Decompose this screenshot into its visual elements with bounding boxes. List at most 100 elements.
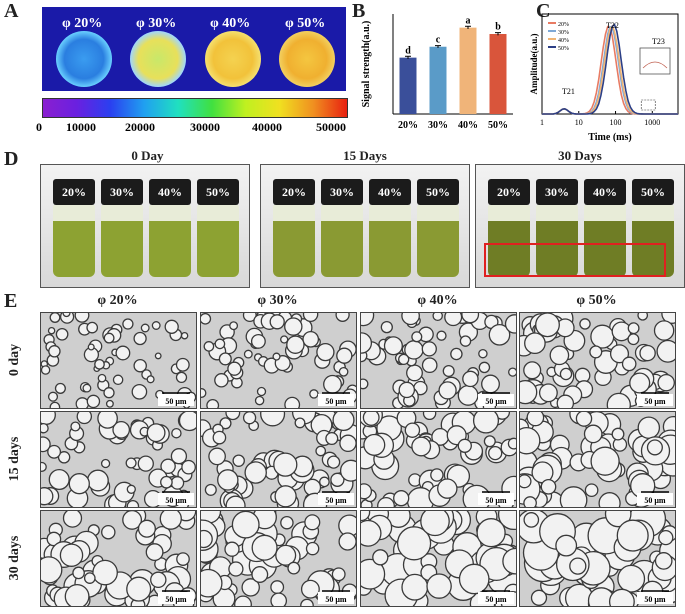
droplet [458,563,490,595]
droplet [438,381,457,400]
droplet [323,374,342,394]
droplet [175,371,188,384]
vial-cap: 40% [369,179,411,205]
droplet [41,487,54,506]
y-axis-label: Signal strength(a.u.) [361,21,372,108]
emulsion-liquid [584,221,626,277]
droplet [332,412,355,432]
droplet [437,478,458,499]
droplet [243,349,253,359]
droplet [398,353,410,366]
x-tick-label: 20% [398,120,418,131]
droplet [380,320,393,334]
droplet [361,511,371,522]
scale-bar-box [478,394,514,406]
droplet [228,561,244,577]
vial-cap: 40% [584,179,626,205]
droplet [481,374,500,394]
micrograph: 50 μm [200,510,357,607]
column-header: φ 50% [576,293,617,308]
droplet [432,313,443,322]
emulsion-liquid [149,221,191,277]
droplet [284,317,303,336]
droplet [47,391,59,402]
micrograph: 50 μm [40,510,197,607]
droplet [94,358,105,370]
droplet [176,552,190,566]
droplet [478,348,488,359]
droplet [315,445,327,457]
droplet [583,424,603,444]
vial-photo-1: 20% 30% 40% 50% [260,164,470,288]
scale-bar-label: 50 μm [165,397,187,406]
droplet [336,347,353,364]
bar-20% [399,57,417,114]
droplet [488,323,511,346]
row-header: 30 days [7,535,22,580]
droplet [377,496,395,507]
micrograph: 50 μm [519,411,676,508]
scale-bar-label: 50 μm [485,496,507,505]
droplet [92,559,118,586]
droplet [430,468,444,482]
droplet [639,344,656,362]
droplet [590,324,615,349]
colorbar-tick: 40000 [252,120,282,134]
droplet [49,313,61,323]
bar-40% [459,27,477,114]
micrograph: 50 μm [40,312,197,409]
droplet [309,389,319,399]
vial-body [369,205,411,277]
y-axis-label: Amplitude(a.u.) [530,33,539,94]
micrograph: 50 μm [360,312,517,409]
droplet [103,332,115,344]
droplet [538,383,558,403]
droplet [137,455,154,472]
droplet [653,320,675,341]
droplet [559,367,573,381]
droplet [72,566,85,580]
droplet [559,486,588,507]
t2-relaxation-chart: Amplitude(a.u.) Time (ms) 1 10 100 1000 20% 30%… [530,13,679,143]
inset-box [639,47,671,75]
colorbar [42,98,348,118]
vial-cap: 50% [417,179,459,205]
droplet [214,373,229,388]
vial-body [273,205,315,277]
panel-c-label: C [536,0,551,22]
droplet [204,483,217,496]
lf-nmr-images: φ 20% φ 30% φ 40% φ 50% [56,16,335,87]
droplet [339,459,356,482]
scale-bar-label: 50 μm [165,496,187,505]
droplet [507,437,516,450]
droplet [621,356,637,372]
droplet [47,444,62,459]
signal-strength-bar-chart: Signal strength(a.u.) d 20% c 30% a 40% b 50% [361,14,513,131]
droplet [231,511,260,539]
emulsion-liquid [101,221,143,277]
vial-body [197,205,239,277]
droplet [227,361,242,376]
droplet [251,566,269,583]
droplet [250,333,266,349]
vial-cap: 20% [273,179,315,205]
scale-bar-label: 50 μm [644,496,666,505]
droplet [339,434,356,453]
droplet [41,422,49,434]
droplet [160,458,176,475]
droplet [217,469,239,491]
colorbar-tick: 30000 [190,120,220,134]
vial-photo-0: 20% 30% 40% 50% [40,164,250,288]
droplet [122,318,134,330]
droplet [555,534,578,557]
vial-body [632,205,674,277]
micrograph: 50 μm [200,411,357,508]
colorbar-ticks: 0 10000 20000 30000 40000 50000 [30,120,360,134]
annotation-t22: T22 [606,21,619,30]
droplet [372,549,389,566]
droplet [302,313,319,323]
droplet [64,583,90,606]
emulsion-liquid [273,221,315,277]
droplet [406,364,423,382]
emulsion-liquid [53,221,95,277]
